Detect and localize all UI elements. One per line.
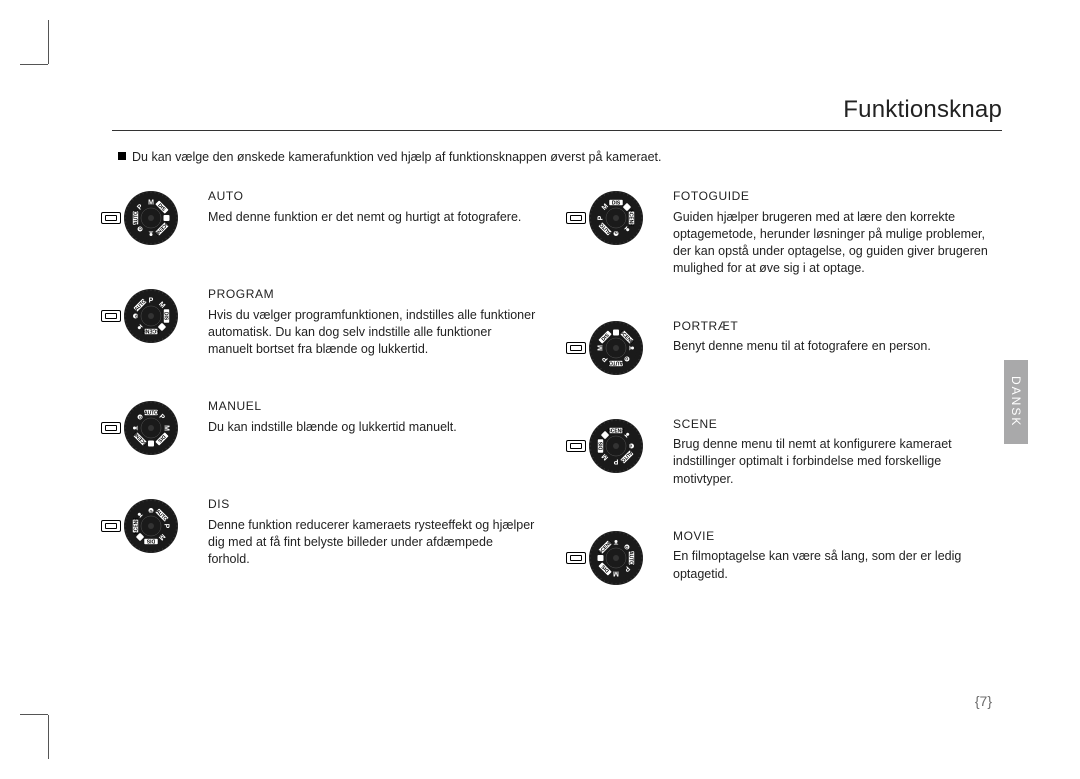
svg-text:DIS: DIS (163, 312, 169, 321)
svg-text:AUTO: AUTO (144, 411, 158, 417)
mode-item-dis: AUTOPMDISSCENEG DIS Denne funktion reduc… (112, 496, 537, 568)
dial-indicator-icon (101, 422, 121, 434)
mode-item-scene: AUTOPMDISSCENEG SCENE Brug denne menu ti… (577, 416, 1002, 488)
mode-dial-movie: AUTOPMDISSCENEG (577, 528, 655, 586)
mode-heading: MANUEL (208, 398, 537, 415)
svg-text:DIS: DIS (612, 200, 621, 206)
svg-text:P: P (598, 215, 605, 220)
mode-dial-fotoguide: AUTOPMDISSCENEG (577, 188, 655, 278)
dial-icon: AUTOPMDISSCENEG (588, 530, 644, 586)
mode-body: Denne funktion reducerer kameraets ryste… (208, 517, 537, 569)
mode-dial-dis: AUTOPMDISSCENEG (112, 496, 190, 568)
svg-text:P: P (149, 298, 154, 305)
mode-heading: SCENE (673, 416, 1002, 433)
dial-icon: AUTOPMDISSCENEG (588, 418, 644, 474)
mode-heading: PROGRAM (208, 286, 537, 303)
column-left: AUTOPMDISSCENEG AUTO Med denne funktion … (112, 188, 537, 626)
crop-mark (20, 64, 48, 65)
page-title: Funktionsknap (843, 96, 1002, 124)
column-right: AUTOPMDISSCENEG FOTOGUIDE Guiden hjælper… (577, 188, 1002, 626)
crop-mark (48, 715, 49, 759)
svg-text:SCENE: SCENE (133, 517, 139, 535)
mode-heading: MOVIE (673, 528, 1002, 545)
columns: AUTOPMDISSCENEG AUTO Med denne funktion … (112, 188, 1002, 626)
mode-text-movie: MOVIE En filmoptagelse kan være så lang,… (673, 528, 1002, 586)
page-content: Funktionsknap Du kan vælge den ønskede k… (112, 96, 1002, 715)
mode-dial-portraet: AUTOPMDISSCENEG (577, 318, 655, 376)
svg-text:G: G (149, 509, 152, 514)
mode-item-auto: AUTOPMDISSCENEG AUTO Med denne funktion … (112, 188, 537, 246)
dial-indicator-icon (566, 440, 586, 452)
dial-indicator-icon (566, 552, 586, 564)
dial-icon: AUTOPMDISSCENEG (123, 400, 179, 456)
svg-text:P: P (163, 524, 170, 529)
svg-text:M: M (148, 200, 154, 207)
svg-text:SCENE: SCENE (628, 209, 634, 227)
crop-mark (20, 714, 48, 715)
mode-item-fotoguide: AUTOPMDISSCENEG FOTOGUIDE Guiden hjælper… (577, 188, 1002, 278)
mode-item-manuel: AUTOPMDISSCENEG MANUEL Du kan indstille … (112, 398, 537, 456)
mode-body: Hvis du vælger programfunktionen, indsti… (208, 307, 537, 359)
svg-text:G: G (629, 444, 634, 447)
dial-icon: AUTOPMDISSCENEG (123, 190, 179, 246)
dial-icon: AUTOPMDISSCENEG (588, 320, 644, 376)
dial-indicator-icon (101, 212, 121, 224)
mode-body: Benyt denne menu til at fotografere en p… (673, 338, 1002, 355)
mode-heading: DIS (208, 496, 537, 513)
svg-text:G: G (614, 231, 617, 236)
dial-indicator-icon (101, 310, 121, 322)
svg-text:M: M (598, 344, 605, 350)
mode-text-program: PROGRAM Hvis du vælger programfunktionen… (208, 286, 537, 358)
dial-indicator-icon (566, 342, 586, 354)
mode-item-movie: AUTOPMDISSCENEG MOVIE En filmoptagelse k… (577, 528, 1002, 586)
bullet-icon (118, 152, 126, 160)
page-number: {7} (975, 693, 992, 709)
mode-body: Brug denne menu til nemt at konfigurere … (673, 436, 1002, 488)
mode-dial-auto: AUTOPMDISSCENEG (112, 188, 190, 246)
mode-dial-scene: AUTOPMDISSCENEG (577, 416, 655, 488)
mode-text-dis: DIS Denne funktion reducerer kameraets r… (208, 496, 537, 568)
crop-mark (48, 20, 49, 64)
svg-text:P: P (613, 457, 618, 464)
dial-indicator-icon (566, 212, 586, 224)
dial-icon: AUTOPMDISSCENEG (588, 190, 644, 246)
mode-item-program: AUTOPMDISSCENEG PROGRAM Hvis du vælger p… (112, 286, 537, 358)
mode-body: Du kan indstille blænde og lukkertid man… (208, 419, 537, 436)
svg-text:M: M (613, 569, 619, 576)
mode-text-scene: SCENE Brug denne menu til nemt at konfig… (673, 416, 1002, 488)
title-rule (112, 130, 1002, 131)
svg-text:SCENE: SCENE (142, 328, 160, 334)
mode-heading: FOTOGUIDE (673, 188, 1002, 205)
mode-text-fotoguide: FOTOGUIDE Guiden hjælper brugeren med at… (673, 188, 1002, 278)
mode-body: Med denne funktion er det nemt og hurtig… (208, 209, 537, 226)
mode-item-portraet: AUTOPMDISSCENEG PORTRÆT Benyt denne menu… (577, 318, 1002, 376)
mode-text-manuel: MANUEL Du kan indstille blænde og lukker… (208, 398, 537, 456)
svg-text:G: G (133, 314, 138, 317)
svg-text:AUTO: AUTO (628, 551, 634, 565)
intro-text: Du kan vælge den ønskede kamerafunktion … (118, 150, 661, 164)
svg-text:SCENE: SCENE (607, 428, 625, 434)
mode-heading: PORTRÆT (673, 318, 1002, 335)
mode-text-portraet: PORTRÆT Benyt denne menu til at fotograf… (673, 318, 1002, 376)
mode-body: En filmoptagelse kan være så lang, som d… (673, 548, 1002, 583)
mode-body: Guiden hjælper brugeren med at lære den … (673, 209, 1002, 278)
svg-text:M: M (163, 425, 170, 431)
mode-dial-manuel: AUTOPMDISSCENEG (112, 398, 190, 456)
mode-text-auto: AUTO Med denne funktion er det nemt og h… (208, 188, 537, 246)
dial-icon: AUTOPMDISSCENEG (123, 288, 179, 344)
language-tab-label: DANSK (1009, 376, 1023, 427)
mode-dial-program: AUTOPMDISSCENEG (112, 286, 190, 358)
intro-body: Du kan vælge den ønskede kamerafunktion … (132, 150, 661, 164)
svg-text:AUTO: AUTO (133, 211, 139, 225)
svg-text:AUTO: AUTO (609, 359, 623, 365)
svg-text:DIS: DIS (146, 538, 155, 544)
mode-heading: AUTO (208, 188, 537, 205)
language-tab: DANSK (1004, 360, 1028, 444)
dial-indicator-icon (101, 520, 121, 532)
svg-text:DIS: DIS (598, 441, 604, 450)
dial-icon: AUTOPMDISSCENEG (123, 498, 179, 554)
